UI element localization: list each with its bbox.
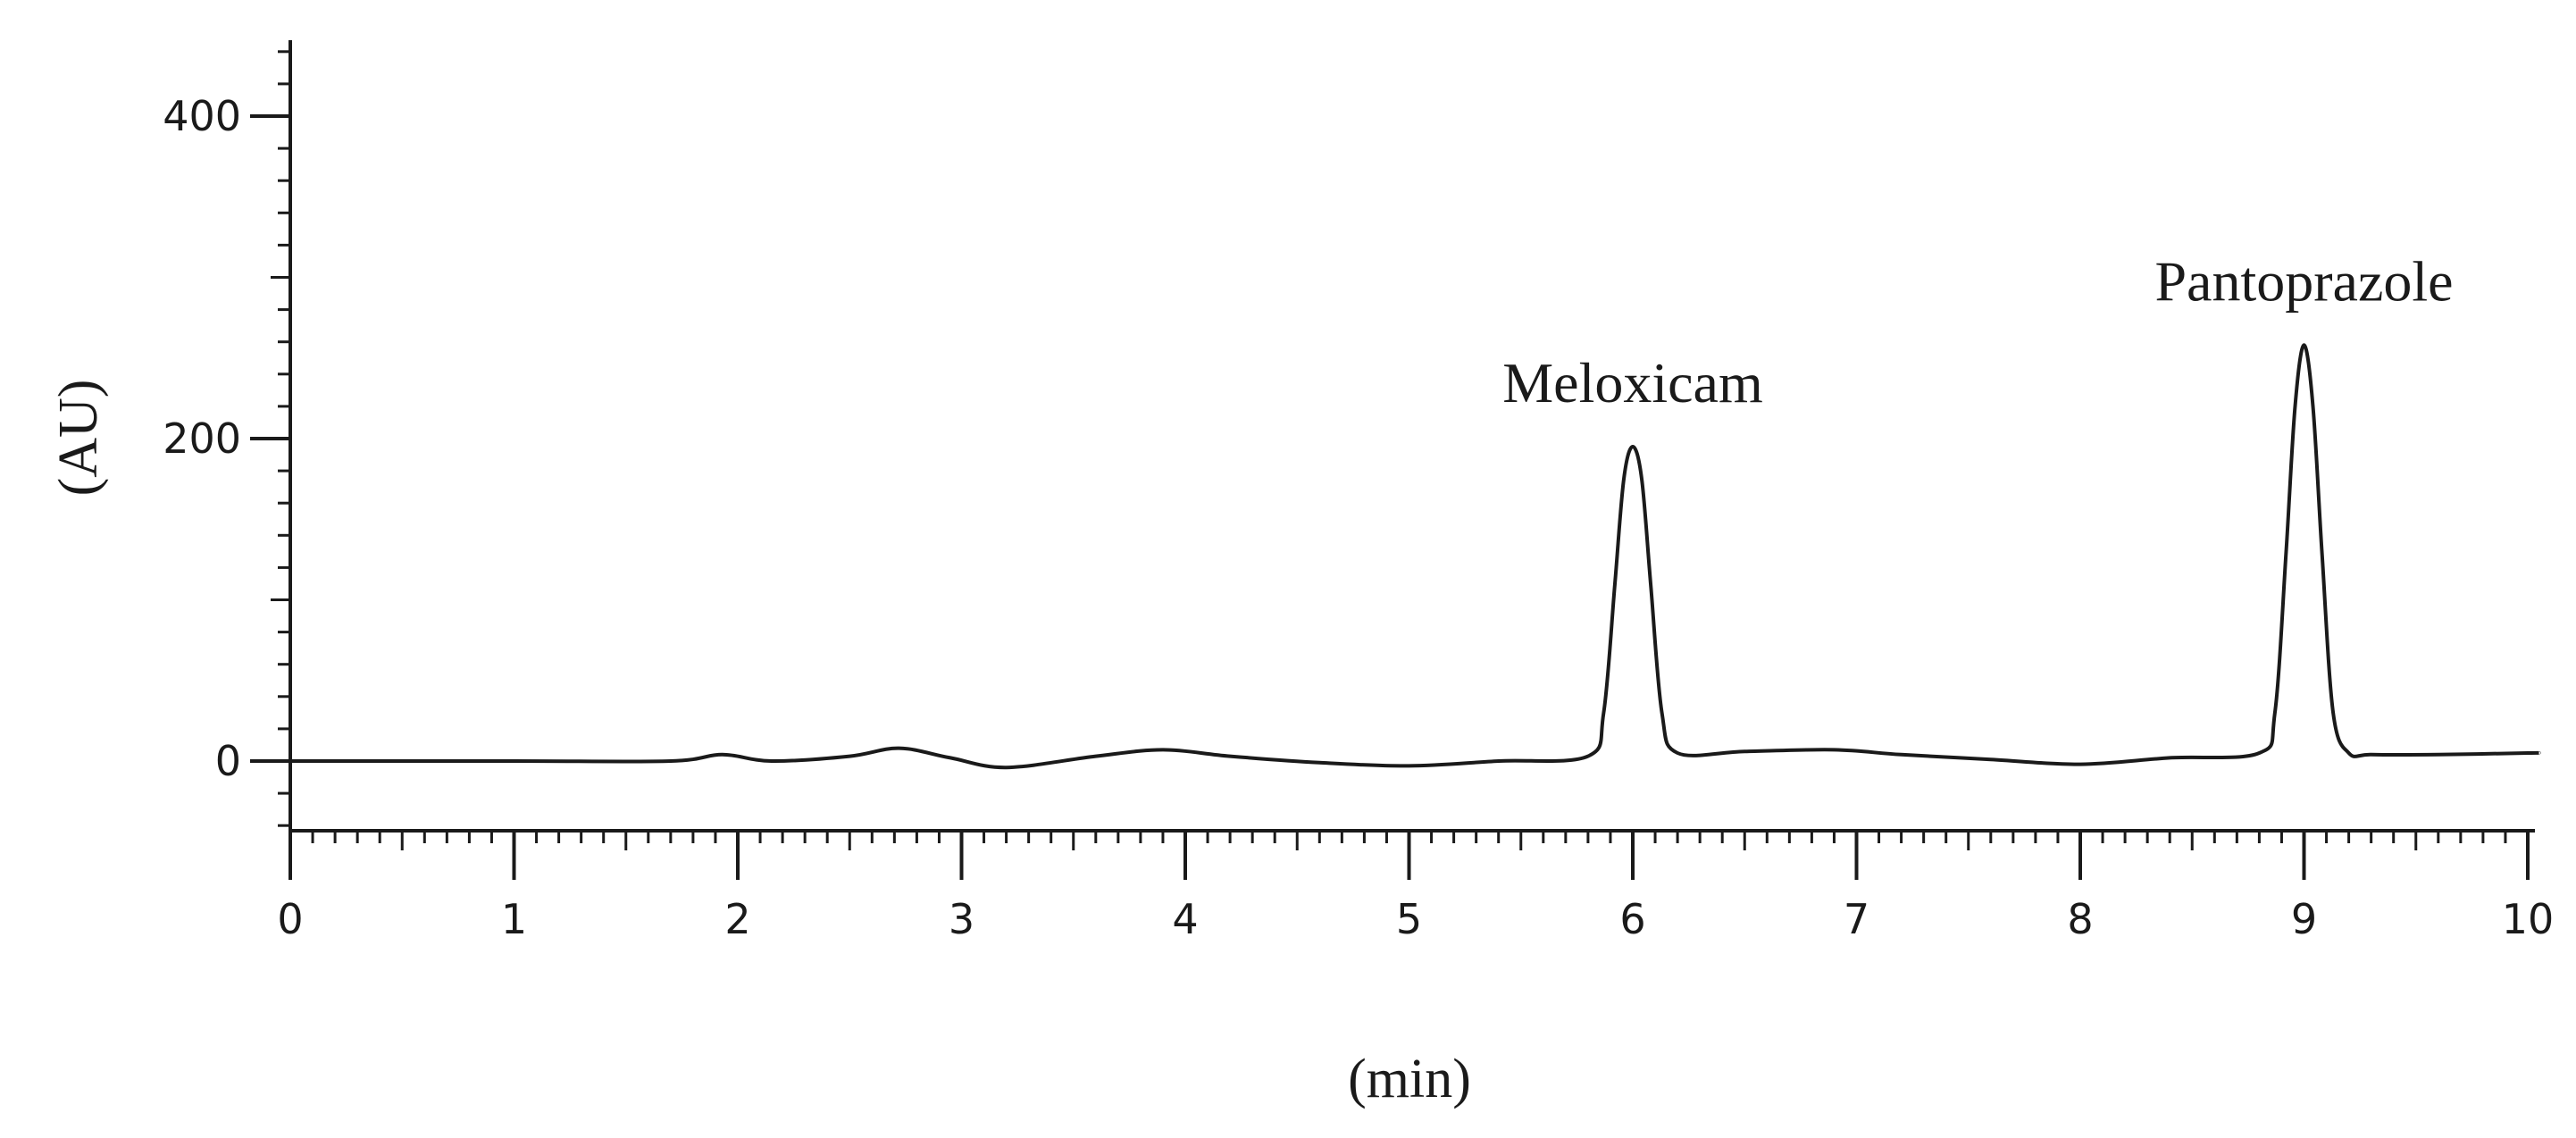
y-axis-title: (AU) [48,380,109,497]
y-tick-label: 200 [163,414,241,463]
x-tick-label: 10 [2502,895,2555,943]
x-tick-label: 0 [277,895,303,943]
x-tick-label: 3 [949,895,974,943]
series-group [290,343,2541,770]
y-tick-label: 0 [215,737,241,785]
x-tick-label: 8 [2067,895,2093,943]
x-tick-label: 5 [1396,895,1422,943]
x-ticks-group: 0 1 2 3 4 5 6 7 8 9 10 [277,831,2554,943]
x-tick-label: 4 [1172,895,1198,943]
axes-group [289,40,2535,833]
chromatogram-trace [290,343,2541,770]
x-axis-title: (min) [1348,1049,1471,1109]
peak-label-pantoprazole: Pantoprazole [2154,249,2453,313]
annotations-group: Meloxicam Pantoprazole [1502,249,2453,414]
x-tick-label: 9 [2291,895,2317,943]
y-ticks-group: 0 200 400 [163,50,290,827]
y-tick-label: 400 [163,92,241,140]
x-tick-label: 6 [1619,895,1645,943]
x-tick-label: 2 [724,895,750,943]
x-tick-label: 1 [501,895,527,943]
x-tick-label: 7 [1844,895,1869,943]
peak-label-meloxicam: Meloxicam [1502,351,1762,414]
